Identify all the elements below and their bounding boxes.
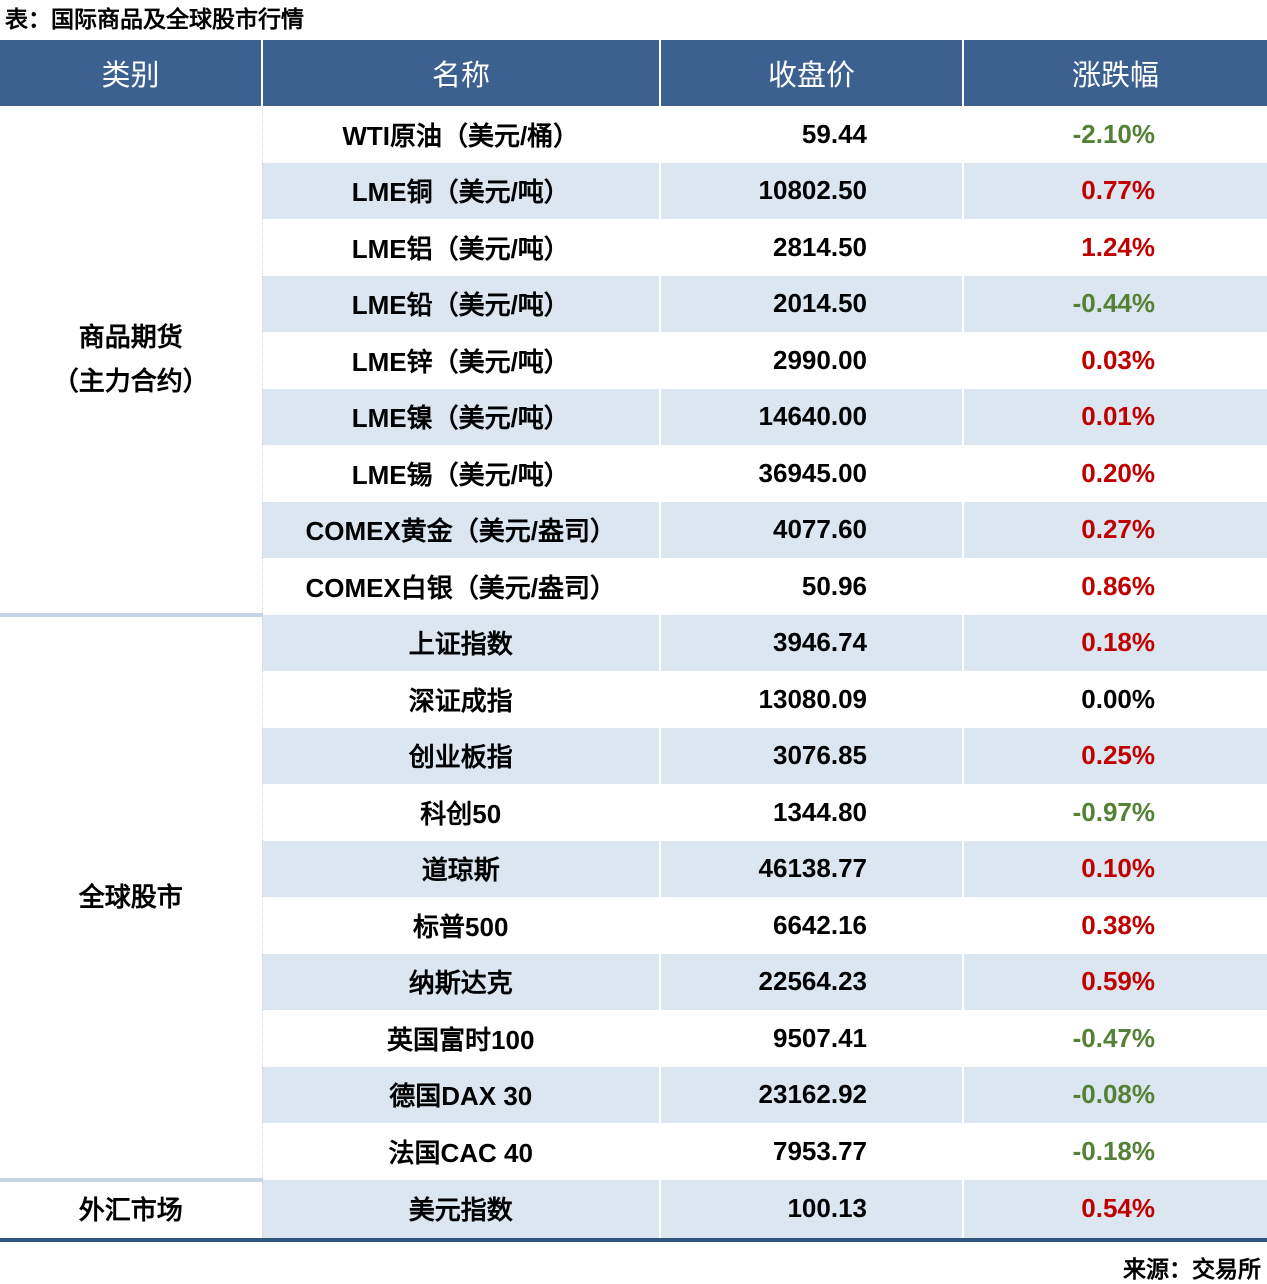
table-row: 全球股市 上证指数 3946.74 0.18% [0,612,1267,1180]
source-note: 来源：交易所 [1123,1256,1261,1282]
table-row: 科创50 1344.80 -0.97% [0,784,1267,841]
close-price-cell: 3076.85 [660,727,964,784]
change-percent-cell: 0.00% [1081,683,1155,714]
change-percent-cell: 0.01% [963,388,1267,445]
col-header-close: 收盘价 [660,40,964,106]
instrument-name-cell: 科创50 [262,784,661,841]
category-cell: 商品期货 （主力合约） [0,106,263,615]
change-percent-cell: 0.59% [963,953,1267,1010]
close-price-cell: 3946.74 [660,614,964,671]
change-percent-cell: 0.10% [963,840,1267,897]
instrument-name-cell: 德国DAX 30 [262,1066,661,1123]
close-price-cell: 100.13 [660,1179,964,1240]
category-label-line1: 商品期货 [78,322,183,353]
change-percent-cell: 0.77% [963,162,1267,219]
change-percent-cell: 0.38% [1081,909,1155,940]
table-row: 外汇市场 美元指数 100.13 0.54% [0,1177,1267,1240]
table-row: 标普500 6642.16 0.38% [0,897,1267,954]
close-price-cell: 7953.77 [660,1123,964,1180]
instrument-name-cell: 深证成指 [262,671,661,728]
category-label-line2: （主力合约） [52,366,209,397]
table-row: 德国DAX 30 23162.92 -0.08% [0,1066,1267,1123]
change-percent-cell: 0.54% [963,1179,1267,1240]
close-price-cell: 59.44 [660,106,964,163]
table-row: 法国CAC 40 7953.77 -0.18% [0,1123,1267,1180]
table-header-row: 类别 名称 收盘价 涨跌幅 [0,40,1267,106]
close-price-cell: 2014.50 [660,275,964,332]
page-title: 表：国际商品及全球股市行情 [5,6,304,32]
table-row: LME铝（美元/吨） 2814.50 1.24% [0,219,1267,276]
change-percent-cell: -0.44% [963,275,1267,332]
table-row: 英国富时100 9507.41 -0.47% [0,1010,1267,1067]
change-percent-cell: -0.47% [1072,1022,1155,1053]
close-price-cell: 23162.92 [660,1066,964,1123]
instrument-name-cell: WTI原油（美元/桶） [262,106,661,163]
table-row: LME锌（美元/吨） 2990.00 0.03% [0,332,1267,389]
close-price-cell: 22564.23 [660,953,964,1010]
instrument-name-cell: LME镍（美元/吨） [262,388,661,445]
category-cell: 全球股市 [0,612,263,1180]
change-percent-cell: 0.20% [1081,457,1155,488]
table-row: LME镍（美元/吨） 14640.00 0.01% [0,388,1267,445]
table-row: COMEX白银（美元/盎司） 50.96 0.86% [0,558,1267,615]
table-row: 道琼斯 46138.77 0.10% [0,840,1267,897]
col-header-name: 名称 [262,40,661,106]
close-price-cell: 1344.80 [660,784,964,841]
table-row: LME锡（美元/吨） 36945.00 0.20% [0,445,1267,502]
change-percent-cell: -0.08% [963,1066,1267,1123]
col-header-change: 涨跌幅 [963,40,1267,106]
close-price-cell: 14640.00 [660,388,964,445]
market-quotes-table: 类别 名称 收盘价 涨跌幅 商品期货 （主力合约） WTI原油（美元/桶） 59.44… [0,40,1267,1242]
change-percent-cell: 0.03% [1081,344,1155,375]
instrument-name-cell: LME铅（美元/吨） [262,275,661,332]
close-price-cell: 36945.00 [660,445,964,502]
table-row: 商品期货 （主力合约） WTI原油（美元/桶） 59.44 -2.10% [0,106,1267,615]
category-cell: 外汇市场 [0,1177,263,1240]
instrument-name-cell: LME锡（美元/吨） [262,445,661,502]
change-percent-cell: 0.18% [963,614,1267,671]
change-percent-cell: 1.24% [1081,231,1155,262]
close-price-cell: 10802.50 [660,162,964,219]
table-row: LME铜（美元/吨） 10802.50 0.77% [0,162,1267,219]
close-price-cell: 46138.77 [660,840,964,897]
change-percent-cell: -0.97% [1072,796,1155,827]
instrument-name-cell: 上证指数 [262,614,661,671]
close-price-cell: 6642.16 [660,897,964,954]
close-price-cell: 13080.09 [660,671,964,728]
instrument-name-cell: LME铜（美元/吨） [262,162,661,219]
change-percent-cell: 0.25% [963,727,1267,784]
change-percent-cell: -2.10% [1072,118,1155,149]
close-price-cell: 50.96 [660,558,964,615]
instrument-name-cell: COMEX黄金（美元/盎司） [262,501,661,558]
instrument-name-cell: 道琼斯 [262,840,661,897]
table-row: LME铅（美元/吨） 2014.50 -0.44% [0,275,1267,332]
table-row: 创业板指 3076.85 0.25% [0,727,1267,784]
instrument-name-cell: 标普500 [262,897,661,954]
table-row: COMEX黄金（美元/盎司） 4077.60 0.27% [0,501,1267,558]
instrument-name-cell: 美元指数 [262,1179,661,1240]
change-percent-cell: 0.27% [963,501,1267,558]
instrument-name-cell: 法国CAC 40 [262,1123,661,1180]
close-price-cell: 4077.60 [660,501,964,558]
close-price-cell: 2990.00 [660,332,964,389]
close-price-cell: 9507.41 [660,1010,964,1067]
instrument-name-cell: COMEX白银（美元/盎司） [262,558,661,615]
col-header-category: 类别 [0,40,263,106]
table-row: 深证成指 13080.09 0.00% [0,671,1267,728]
table-row: 纳斯达克 22564.23 0.59% [0,953,1267,1010]
table-body: 商品期货 （主力合约） WTI原油（美元/桶） 59.44 -2.10% LME铜（美元/… [0,106,1267,1240]
instrument-name-cell: 创业板指 [262,727,661,784]
change-percent-cell: -0.18% [1072,1135,1155,1166]
change-percent-cell: 0.86% [1081,570,1155,601]
instrument-name-cell: LME锌（美元/吨） [262,332,661,389]
instrument-name-cell: 纳斯达克 [262,953,661,1010]
instrument-name-cell: 英国富时100 [262,1010,661,1067]
close-price-cell: 2814.50 [660,219,964,276]
instrument-name-cell: LME铝（美元/吨） [262,219,661,276]
